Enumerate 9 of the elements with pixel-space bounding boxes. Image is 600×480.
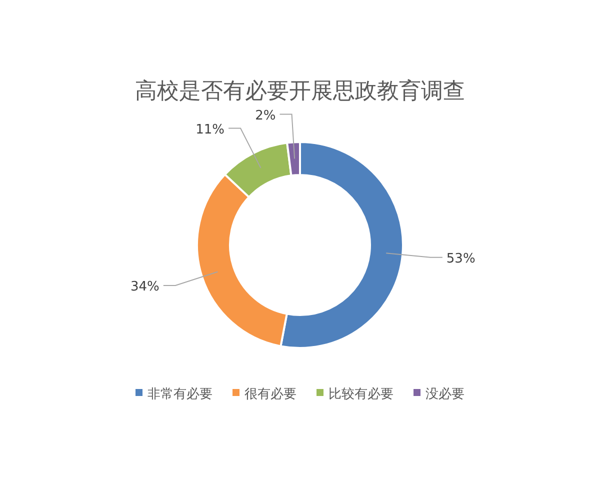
legend-label: 没必要: [426, 387, 464, 402]
chart-title: 高校是否有必要开展思政教育调查: [135, 78, 465, 104]
data-label: 2%: [255, 108, 276, 124]
data-label: 53%: [446, 251, 476, 266]
legend-label: 比较有必要: [328, 387, 394, 402]
legend-label: 很有必要: [244, 387, 296, 402]
legend-label: 非常有必要: [148, 387, 212, 402]
data-label: 11%: [196, 122, 225, 138]
data-label: 34%: [130, 279, 160, 294]
